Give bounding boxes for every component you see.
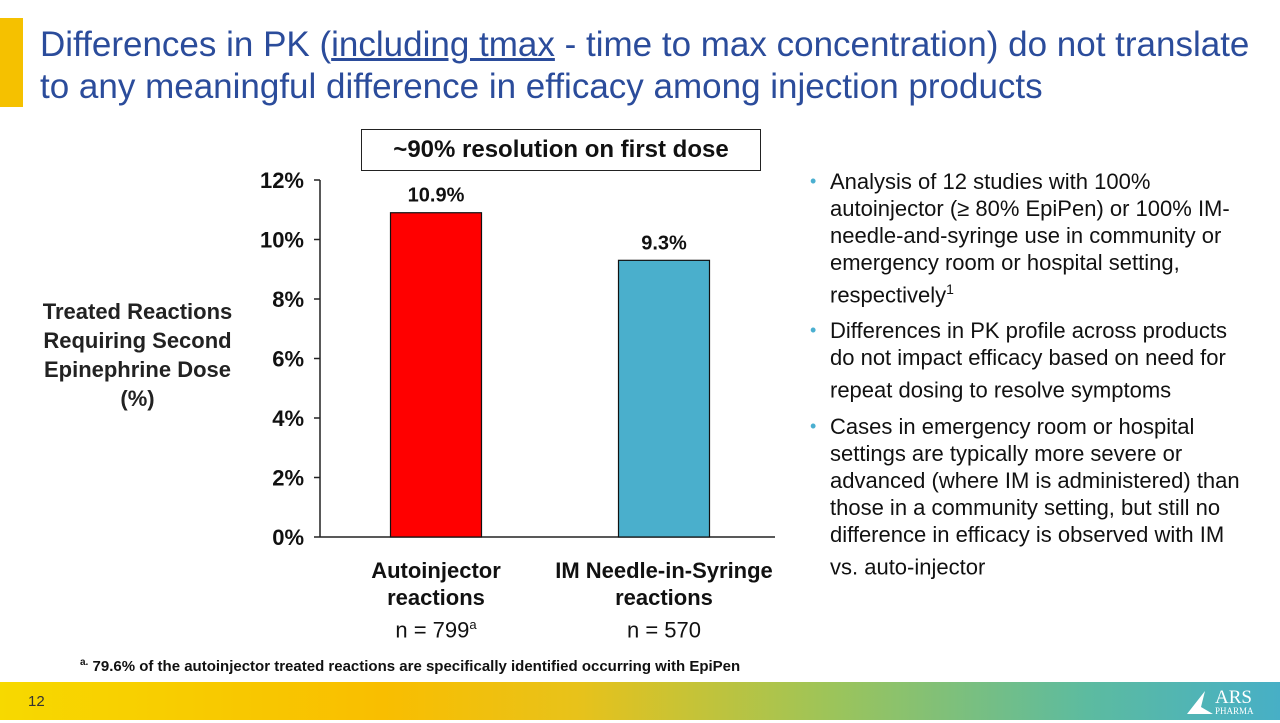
y-tick-label: 0%: [272, 525, 304, 550]
n-superscript: a: [469, 617, 477, 632]
y-axis-label: Treated Reactions Requiring Second Epine…: [42, 299, 233, 411]
category-line: IM Needle-in-Syringe: [555, 558, 773, 583]
bar-1: [389, 212, 483, 538]
bullet-list: Analysis of 12 studies with 100% autoinj…: [808, 168, 1248, 589]
bullet-text: Differences in PK profile across product…: [830, 318, 1227, 403]
bullet-text: Cases in emergency room or hospital sett…: [830, 413, 1240, 579]
x-category-label: IM Needle-in-Syringe reactions n = 570: [539, 557, 789, 643]
slide-title: Differences in PK (including tmax - time…: [40, 24, 1280, 108]
bullet-text: Analysis of 12 studies with 100% autoinj…: [830, 169, 1230, 308]
title-part: Differences in PK (: [40, 25, 332, 64]
category-line: reactions: [387, 585, 485, 610]
footnote-marker: a.: [80, 657, 89, 668]
footnote-text: 79.6% of the autoinjector treated reacti…: [92, 658, 741, 675]
x-category-label: Autoinjector reactions n = 799a: [311, 557, 561, 643]
title-underlined: including tmax: [331, 25, 555, 64]
y-tick-label: 10%: [260, 228, 304, 253]
title-part: - time to max concentration) do not tran…: [40, 25, 1250, 106]
ars-pharma-logo: ARS PHARMA: [1183, 683, 1278, 723]
logo-sub-text: PHARMA: [1215, 706, 1254, 716]
category-line: Autoinjector: [371, 558, 501, 583]
bullet-item: Analysis of 12 studies with 100% autoinj…: [808, 168, 1248, 308]
n-label: n = 799: [395, 617, 470, 643]
data-label: 9.3%: [641, 232, 687, 254]
title-accent-bar: [0, 18, 23, 107]
logo-main-text: ARS: [1215, 687, 1252, 708]
logo-triangle-icon: ARS PHARMA: [1187, 687, 1254, 716]
footnote: a. 79.6% of the autoinjector treated rea…: [80, 657, 740, 675]
bullet-item: Differences in PK profile across product…: [808, 317, 1248, 403]
bar-2: [617, 259, 711, 538]
n-label: n = 570: [626, 617, 701, 643]
y-tick-label: 6%: [272, 347, 304, 372]
footer-bar: [0, 682, 1280, 720]
category-line: reactions: [615, 585, 713, 610]
y-tick-label: 12%: [260, 168, 304, 193]
bullet-reference: 1: [946, 281, 954, 297]
y-tick-label: 4%: [272, 406, 304, 431]
callout-box: ~90% resolution on first dose: [361, 129, 761, 171]
data-label: 10.9%: [408, 185, 465, 207]
y-tick-label: 2%: [272, 466, 304, 491]
page-number: 12: [28, 693, 45, 710]
bullet-item: Cases in emergency room or hospital sett…: [808, 413, 1248, 580]
y-tick-label: 8%: [272, 287, 304, 312]
